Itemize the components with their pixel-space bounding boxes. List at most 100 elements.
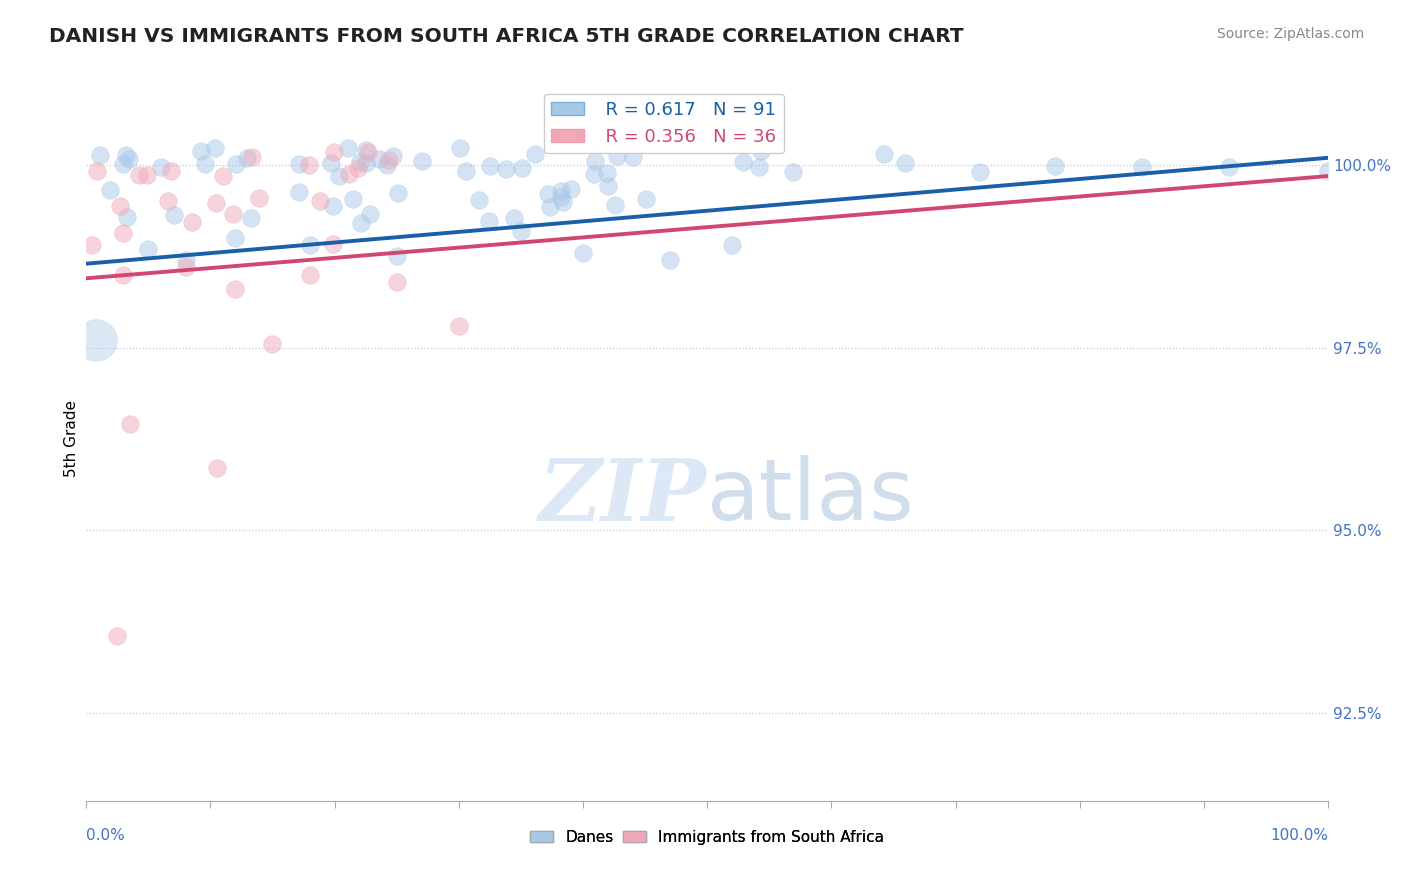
Point <box>136 242 159 256</box>
Point <box>583 153 606 168</box>
Point <box>449 141 471 155</box>
Point <box>606 149 628 163</box>
Point <box>262 337 284 351</box>
Point <box>359 207 381 221</box>
Point <box>322 237 344 252</box>
Point <box>342 193 364 207</box>
Point <box>502 211 524 226</box>
Point <box>477 214 499 228</box>
Point <box>550 190 572 204</box>
Point <box>112 268 135 282</box>
Point <box>454 163 477 178</box>
Point <box>387 186 409 200</box>
Point <box>157 194 180 209</box>
Point <box>174 260 197 275</box>
Point <box>538 200 561 214</box>
Point <box>598 178 620 193</box>
Point <box>873 147 896 161</box>
Point <box>288 157 311 171</box>
Point <box>89 148 111 162</box>
Point <box>160 164 183 178</box>
Point <box>205 461 228 475</box>
Point <box>479 159 502 173</box>
Point <box>288 185 311 199</box>
Text: ZIP: ZIP <box>540 455 707 539</box>
Point <box>749 145 772 159</box>
Point <box>204 141 226 155</box>
Point <box>894 155 917 169</box>
Text: DANISH VS IMMIGRANTS FROM SOUTH AFRICA 5TH GRADE CORRELATION CHART: DANISH VS IMMIGRANTS FROM SOUTH AFRICA 5… <box>49 27 965 45</box>
Point <box>447 318 470 333</box>
Y-axis label: 5th Grade: 5th Grade <box>65 401 79 477</box>
Point <box>731 154 754 169</box>
Point <box>337 167 360 181</box>
Point <box>108 199 131 213</box>
Point <box>224 231 246 245</box>
Point <box>524 147 547 161</box>
Text: atlas: atlas <box>707 455 915 539</box>
Point <box>583 168 606 182</box>
Point <box>378 153 401 167</box>
Point <box>782 165 804 179</box>
Point <box>572 245 595 260</box>
Point <box>136 168 159 182</box>
Point <box>84 334 107 348</box>
Point <box>86 164 108 178</box>
Point <box>212 169 235 183</box>
Point <box>111 156 134 170</box>
Point <box>411 153 433 168</box>
Point <box>236 151 259 165</box>
Point <box>115 148 138 162</box>
Point <box>190 145 212 159</box>
Point <box>621 150 644 164</box>
Point <box>240 150 263 164</box>
Point <box>357 145 380 160</box>
Point <box>550 184 572 198</box>
Point <box>385 249 408 263</box>
Point <box>349 155 371 169</box>
Point <box>298 238 321 252</box>
Point <box>634 192 657 206</box>
Point <box>1043 159 1066 173</box>
Point <box>105 629 128 643</box>
Point <box>224 282 246 296</box>
Point <box>163 207 186 221</box>
Point <box>375 158 398 172</box>
Point <box>367 152 389 166</box>
Point <box>321 156 343 170</box>
Point <box>112 226 135 240</box>
Point <box>117 210 139 224</box>
Text: 100.0%: 100.0% <box>1270 829 1329 843</box>
Point <box>322 199 344 213</box>
Point <box>721 238 744 252</box>
Point <box>181 215 204 229</box>
Point <box>298 159 321 173</box>
Text: Source: ZipAtlas.com: Source: ZipAtlas.com <box>1216 27 1364 41</box>
Point <box>118 417 141 432</box>
Point <box>560 182 582 196</box>
Point <box>658 253 681 268</box>
Point <box>969 165 991 179</box>
Point <box>336 141 359 155</box>
Point <box>222 207 245 221</box>
Point <box>510 161 533 175</box>
Point <box>194 157 217 171</box>
Point <box>298 268 321 282</box>
Point <box>225 157 247 171</box>
Point <box>322 145 344 160</box>
Point <box>247 191 270 205</box>
Point <box>603 198 626 212</box>
Point <box>595 166 617 180</box>
Point <box>354 143 377 157</box>
Point <box>347 161 370 175</box>
Point <box>205 196 228 211</box>
Point <box>537 187 560 202</box>
Point <box>328 169 350 183</box>
Point <box>128 168 150 182</box>
Point <box>381 149 404 163</box>
Point <box>509 224 531 238</box>
Legend: Danes, Immigrants from South Africa: Danes, Immigrants from South Africa <box>524 823 890 851</box>
Point <box>118 153 141 167</box>
Point <box>553 194 575 209</box>
Point <box>354 155 377 169</box>
